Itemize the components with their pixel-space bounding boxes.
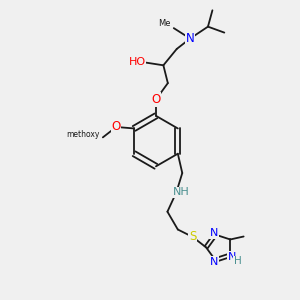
Text: S: S bbox=[189, 230, 196, 243]
Text: N: N bbox=[210, 256, 218, 266]
Text: methoxy: methoxy bbox=[66, 130, 99, 140]
Text: N: N bbox=[228, 252, 236, 262]
Text: H: H bbox=[234, 256, 242, 266]
Text: Me: Me bbox=[158, 19, 171, 28]
Text: O: O bbox=[151, 93, 160, 106]
Text: HO: HO bbox=[128, 57, 146, 67]
Text: O: O bbox=[112, 121, 121, 134]
Text: NH: NH bbox=[172, 188, 189, 197]
Text: N: N bbox=[210, 228, 218, 238]
Text: N: N bbox=[186, 32, 194, 45]
